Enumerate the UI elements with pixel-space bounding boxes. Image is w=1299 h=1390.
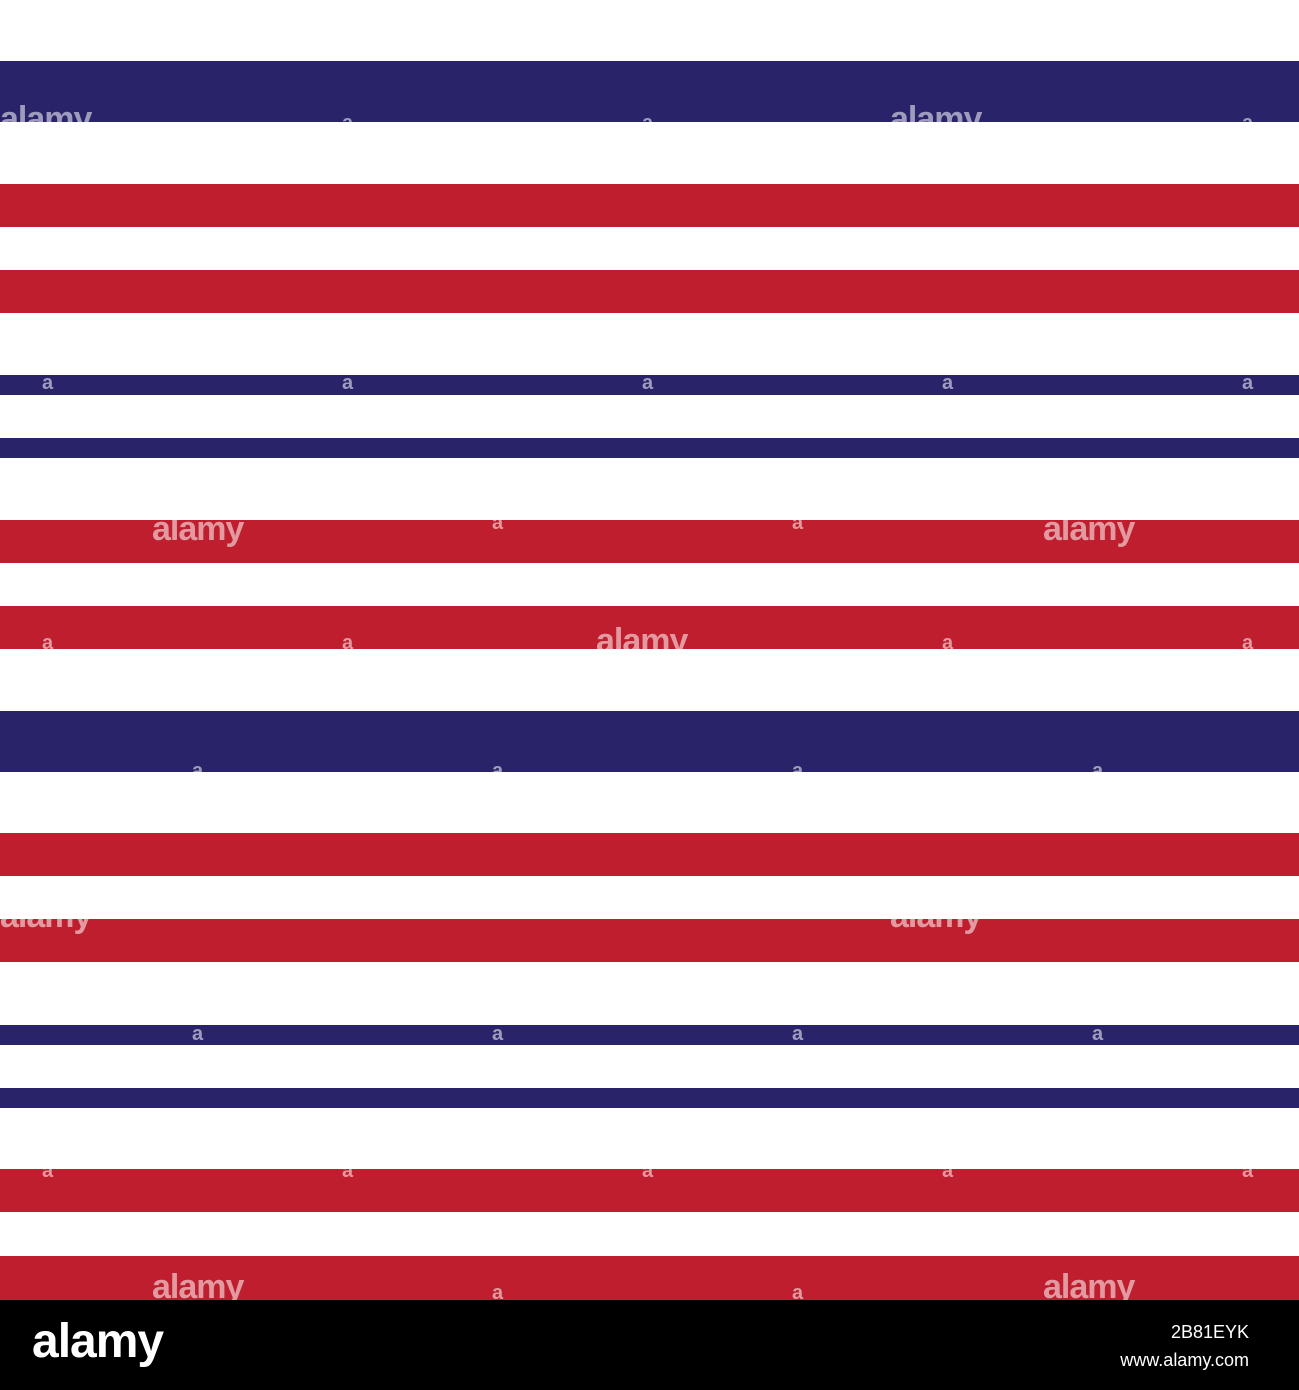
stripe-navy [0, 1025, 1299, 1045]
stripe-red [0, 833, 1299, 876]
stripe-red [0, 919, 1299, 962]
stripe-red [0, 1169, 1299, 1212]
footer-image-id: 2B81EYK [1170, 1322, 1249, 1342]
stripe-red [0, 184, 1299, 227]
stripe-navy [0, 438, 1299, 458]
stripe-pattern: alamy alamy alamy alamy alamy alamy alamy alamy… [0, 61, 1299, 1300]
stripe-navy [0, 375, 1299, 395]
footer-logo: alamy [32, 1315, 164, 1368]
footer-bar: alamy 2B81EYK www.alamy.com [0, 1300, 1299, 1390]
stripe-red [0, 270, 1299, 313]
stripe-red [0, 1256, 1299, 1300]
footer-site: www.alamy.com [1120, 1350, 1249, 1370]
stripe-red [0, 520, 1299, 563]
stripe-navy [0, 61, 1299, 122]
stripe-navy [0, 1088, 1299, 1108]
stripe-red [0, 606, 1299, 649]
stripe-navy [0, 711, 1299, 772]
